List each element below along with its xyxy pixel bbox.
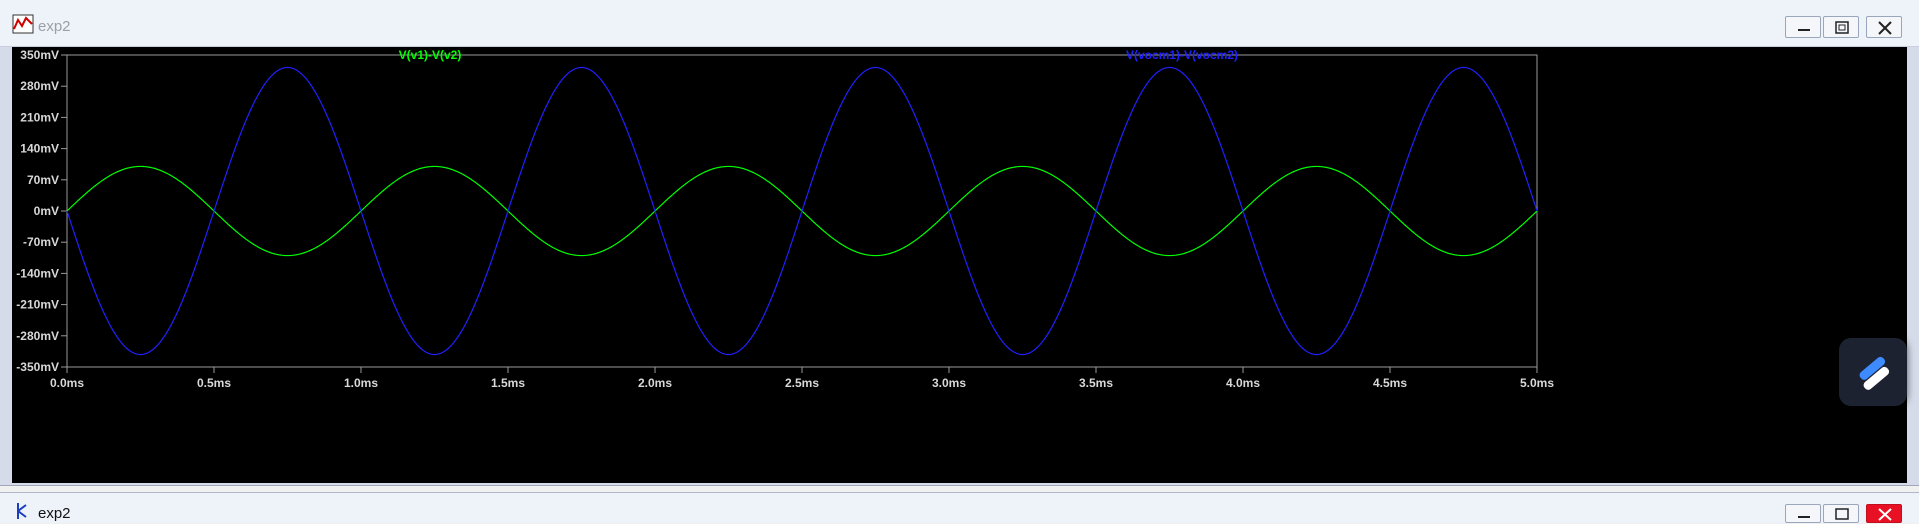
minimize-button[interactable] bbox=[1785, 16, 1821, 38]
x-tick-label: 1.0ms bbox=[344, 376, 378, 390]
close-icon bbox=[1878, 21, 1892, 35]
y-tick-label: 70mV bbox=[27, 173, 59, 187]
schematic-window-titlebar[interactable]: exp2 bbox=[0, 492, 1919, 523]
x-tick-label: 0.0ms bbox=[50, 376, 84, 390]
y-tick-label: -350mV bbox=[16, 360, 59, 374]
x-tick-label: 0.5ms bbox=[197, 376, 231, 390]
y-tick-label: -210mV bbox=[16, 298, 59, 312]
y-tick-label: 140mV bbox=[20, 142, 59, 156]
x-tick-label: 2.0ms bbox=[638, 376, 672, 390]
x-tick-label: 4.0ms bbox=[1226, 376, 1260, 390]
y-tick-label: -280mV bbox=[16, 329, 59, 343]
legend-label: V(v1)-V(v2) bbox=[399, 48, 462, 62]
x-tick-label: 3.0ms bbox=[932, 376, 966, 390]
series-v-vocm1-v-vocm2-line bbox=[66, 66, 1538, 356]
maximize-button[interactable] bbox=[1823, 16, 1859, 38]
minimize-icon bbox=[1798, 516, 1810, 518]
title-bar[interactable]: exp2 bbox=[0, 0, 1919, 47]
x-tick-label: 1.5ms bbox=[491, 376, 525, 390]
y-tick-label: -70mV bbox=[23, 235, 59, 249]
waveform-app-icon bbox=[12, 14, 34, 34]
y-tick-label: 280mV bbox=[20, 79, 59, 93]
plot-area[interactable]: 350mV 280mV 210mV 140mV 70mV 0mV -70mV -140mV -2… bbox=[12, 47, 1907, 483]
legend-label: V(vocm1)-V(vocm2) bbox=[1126, 48, 1238, 62]
schematic-app-icon bbox=[17, 503, 27, 519]
y-tick-label: 0mV bbox=[34, 204, 59, 218]
waveform-window: exp2 350mV 280mV 210mV 140mV 70mV 0mV -70mV -14… bbox=[0, 0, 1919, 486]
x-tick-label: 5.0ms bbox=[1520, 376, 1554, 390]
x-tick-label: 2.5ms bbox=[785, 376, 819, 390]
waveform-chart[interactable]: 350mV 280mV 210mV 140mV 70mV 0mV -70mV -140mV -2… bbox=[12, 47, 1907, 483]
restore-icon bbox=[1835, 508, 1849, 520]
y-tick-label: -140mV bbox=[16, 266, 59, 280]
schematic-close-button[interactable] bbox=[1866, 504, 1902, 523]
schematic-window-title: exp2 bbox=[38, 505, 71, 522]
y-tick-label: 210mV bbox=[20, 110, 59, 124]
y-tick-label: 350mV bbox=[20, 48, 59, 62]
schematic-minimize-button[interactable] bbox=[1785, 504, 1821, 523]
x-tick-label: 3.5ms bbox=[1079, 376, 1113, 390]
assistant-logo-icon bbox=[1859, 356, 1890, 390]
close-button[interactable] bbox=[1866, 16, 1902, 38]
minimize-icon bbox=[1798, 29, 1810, 31]
schematic-maximize-button[interactable] bbox=[1823, 504, 1859, 523]
restore-icon bbox=[1835, 21, 1849, 34]
close-icon bbox=[1878, 508, 1892, 521]
floating-assistant-widget[interactable] bbox=[1839, 338, 1907, 406]
x-tick-label: 4.5ms bbox=[1373, 376, 1407, 390]
window-title: exp2 bbox=[38, 18, 71, 35]
